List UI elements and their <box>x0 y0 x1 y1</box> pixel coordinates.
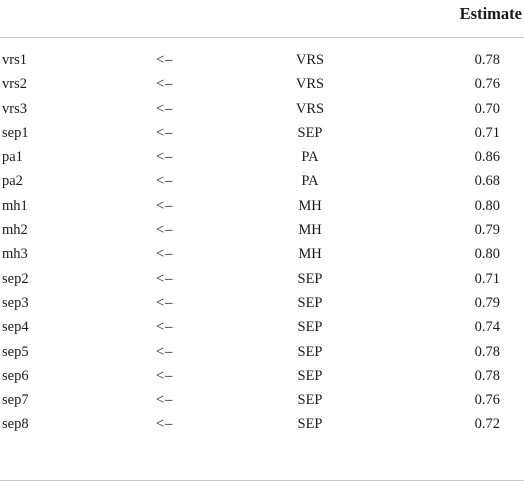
indicator-cell: sep4 <box>2 319 29 336</box>
estimate-cell: 0.71 <box>474 124 500 141</box>
factor-cell: MH <box>298 222 322 239</box>
indicator-cell: pa2 <box>2 173 23 190</box>
indicator-cell: pa1 <box>2 149 23 166</box>
operator-cell: <– <box>156 392 174 409</box>
table-row: pa1 <– PA 0.86 <box>0 145 524 169</box>
table-row: mh3 <– MH 0.80 <box>0 242 524 266</box>
operator-cell: <– <box>156 367 174 384</box>
operator-cell: <– <box>156 294 174 311</box>
indicator-cell: sep3 <box>2 294 29 311</box>
indicator-cell: mh1 <box>2 197 28 214</box>
estimate-cell: 0.80 <box>474 246 500 263</box>
factor-cell: MH <box>298 246 322 263</box>
operator-cell: <– <box>156 173 174 190</box>
operator-cell: <– <box>156 149 174 166</box>
table-row: mh2 <– MH 0.79 <box>0 218 524 242</box>
factor-cell: VRS <box>295 100 325 117</box>
operator-cell: <– <box>156 76 174 93</box>
factor-cell: PA <box>301 173 319 190</box>
indicator-cell: sep7 <box>2 392 29 409</box>
table-body: vrs1 <– VRS 0.78 vrs2 <– VRS 0.76 vrs3 <– VRS 0.70 s… <box>0 48 524 437</box>
indicator-cell: sep8 <box>2 416 29 433</box>
factor-cell: PA <box>301 149 319 166</box>
operator-cell: <– <box>156 222 174 239</box>
operator-cell: <– <box>156 343 174 360</box>
estimate-cell: 0.76 <box>474 76 500 93</box>
indicator-cell: mh2 <box>2 222 28 239</box>
table-row: sep4 <– SEP 0.74 <box>0 315 524 339</box>
factor-cell: SEP <box>297 124 323 141</box>
table-row: sep6 <– SEP 0.78 <box>0 364 524 388</box>
factor-cell: SEP <box>297 270 323 287</box>
factor-cell: SEP <box>297 343 323 360</box>
table-row: sep5 <– SEP 0.78 <box>0 340 524 364</box>
factor-cell: SEP <box>297 319 323 336</box>
estimate-cell: 0.78 <box>474 52 500 68</box>
indicator-cell: sep1 <box>2 124 29 141</box>
indicator-cell: vrs1 <box>2 52 27 68</box>
table-row: mh1 <– MH 0.80 <box>0 194 524 218</box>
operator-cell: <– <box>156 416 174 433</box>
table-row: vrs2 <– VRS 0.76 <box>0 72 524 96</box>
operator-cell: <– <box>156 197 174 214</box>
table-header: Estimate <box>0 0 524 38</box>
table-row: sep8 <– SEP 0.72 <box>0 412 524 436</box>
estimate-cell: 0.79 <box>474 294 500 311</box>
table-row: vrs3 <– VRS 0.70 <box>0 97 524 121</box>
factor-cell: MH <box>298 197 322 214</box>
estimate-cell: 0.68 <box>474 173 500 190</box>
operator-cell: <– <box>156 270 174 287</box>
estimate-cell: 0.70 <box>474 100 500 117</box>
indicator-cell: sep2 <box>2 270 29 287</box>
estimate-cell: 0.71 <box>474 270 500 287</box>
table-row: sep1 <– SEP 0.71 <box>0 121 524 145</box>
estimate-cell: 0.78 <box>474 343 500 360</box>
factor-cell: SEP <box>297 416 323 433</box>
factor-cell: SEP <box>297 294 323 311</box>
operator-cell: <– <box>156 100 174 117</box>
estimate-cell: 0.72 <box>474 416 500 433</box>
factor-cell: VRS <box>295 52 325 68</box>
indicator-cell: sep5 <box>2 343 29 360</box>
estimate-cell: 0.80 <box>474 197 500 214</box>
indicator-cell: sep6 <box>2 367 29 384</box>
indicator-cell: vrs3 <box>2 100 27 117</box>
factor-cell: VRS <box>295 76 325 93</box>
bottom-rule <box>0 480 524 481</box>
estimate-cell: 0.76 <box>474 392 500 409</box>
operator-cell: <– <box>156 124 174 141</box>
estimate-cell: 0.74 <box>474 319 500 336</box>
operator-cell: <– <box>156 52 174 68</box>
table-row: sep2 <– SEP 0.71 <box>0 267 524 291</box>
table-row: sep3 <– SEP 0.79 <box>0 291 524 315</box>
factor-cell: SEP <box>297 392 323 409</box>
factor-cell: SEP <box>297 367 323 384</box>
table-row: vrs1 <– VRS 0.78 <box>0 48 524 72</box>
indicator-cell: mh3 <box>2 246 28 263</box>
estimate-cell: 0.78 <box>474 367 500 384</box>
estimate-cell: 0.86 <box>474 149 500 166</box>
table-row: pa2 <– PA 0.68 <box>0 169 524 193</box>
operator-cell: <– <box>156 319 174 336</box>
estimate-cell: 0.79 <box>474 222 500 239</box>
table-row: sep7 <– SEP 0.76 <box>0 388 524 412</box>
estimate-column-header: Estimate <box>459 4 522 23</box>
operator-cell: <– <box>156 246 174 263</box>
indicator-cell: vrs2 <box>2 76 27 93</box>
